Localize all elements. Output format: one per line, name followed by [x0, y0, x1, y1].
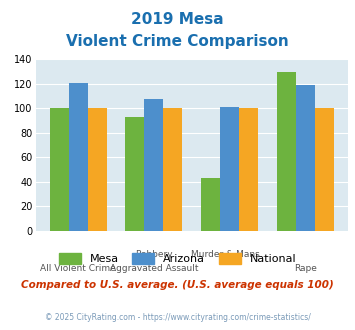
Bar: [125, 117, 144, 231]
Bar: [144, 99, 163, 231]
Bar: [163, 109, 182, 231]
Bar: [239, 109, 258, 231]
Text: © 2025 CityRating.com - https://www.cityrating.com/crime-statistics/: © 2025 CityRating.com - https://www.city…: [45, 313, 310, 322]
Bar: [50, 109, 69, 231]
Text: Aggravated Assault: Aggravated Assault: [110, 264, 198, 273]
Legend: Mesa, Arizona, National: Mesa, Arizona, National: [54, 248, 301, 268]
Text: Robbery: Robbery: [135, 250, 173, 259]
Bar: [69, 83, 88, 231]
Text: All Violent Crime: All Violent Crime: [40, 264, 116, 273]
Text: Murder & Mans...: Murder & Mans...: [191, 250, 268, 259]
Bar: [201, 178, 220, 231]
Bar: [220, 107, 239, 231]
Text: 2019 Mesa: 2019 Mesa: [131, 12, 224, 27]
Text: Rape: Rape: [294, 264, 317, 273]
Bar: [296, 85, 315, 231]
Text: Compared to U.S. average. (U.S. average equals 100): Compared to U.S. average. (U.S. average …: [21, 280, 334, 290]
Bar: [277, 72, 296, 231]
Text: Violent Crime Comparison: Violent Crime Comparison: [66, 34, 289, 49]
Bar: [315, 109, 334, 231]
Bar: [88, 109, 106, 231]
